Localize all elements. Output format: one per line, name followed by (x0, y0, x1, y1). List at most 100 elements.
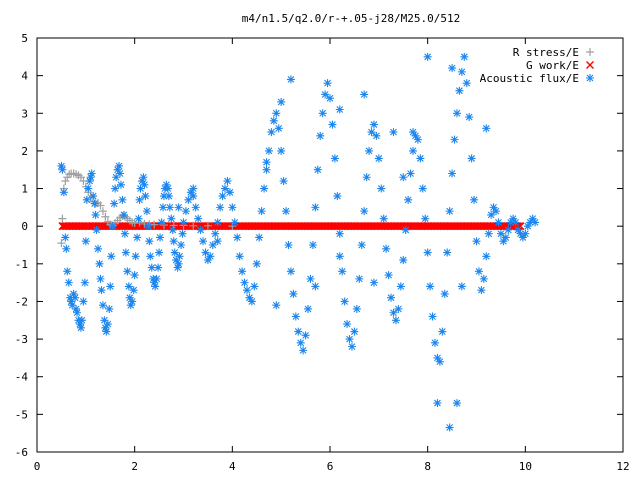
series-2-point-92 (169, 237, 178, 246)
series-2-point-200 (423, 248, 432, 257)
y-tick-label-7: 1 (21, 183, 28, 196)
series-2-point-258 (399, 173, 408, 182)
series-0 (57, 169, 237, 248)
series-2-point-71 (144, 222, 153, 231)
series-2-point-209 (445, 207, 454, 216)
series-2-point-9 (68, 301, 77, 310)
x-tick-label-1: 2 (131, 460, 138, 473)
series-2-point-164 (335, 229, 344, 238)
series-2-point-224 (482, 252, 491, 261)
series-2-point-138 (272, 109, 281, 118)
series-2-point-101 (181, 207, 190, 216)
series-2-point-64 (135, 195, 144, 204)
series-0-point-0 (57, 239, 66, 248)
series-2-point-13 (73, 308, 82, 317)
series-2-point-141 (279, 177, 288, 186)
series-2-point-23 (85, 177, 94, 186)
y-tick-label-2: -4 (15, 371, 29, 384)
series-2-point-27 (90, 199, 99, 208)
series-2-point-30 (94, 244, 103, 253)
series-2-point-174 (360, 207, 369, 216)
series-2-point-21 (82, 195, 91, 204)
series-2-point-137 (269, 116, 278, 125)
x-tick-label-5: 10 (519, 460, 532, 473)
series-2-point-169 (347, 342, 356, 351)
series-2-point-188 (394, 304, 403, 313)
series-2-point-132 (257, 207, 266, 216)
series-2-point-43 (110, 199, 119, 208)
y-tick-label-6: 0 (21, 220, 28, 233)
series-2-point-81 (156, 233, 165, 242)
series-2-point-194 (409, 146, 418, 155)
series-2-point-167 (343, 320, 352, 329)
series-2-point-1 (58, 165, 67, 174)
series-2-point-235 (509, 214, 518, 223)
series-2-point-254 (262, 158, 271, 167)
series-2-point-35 (100, 316, 109, 325)
y-tick-label-1: -5 (15, 408, 28, 421)
series-2-point-143 (284, 241, 293, 249)
series-2-point-131 (255, 233, 264, 242)
series-2-point-140 (277, 146, 286, 155)
series-2-point-149 (299, 346, 308, 355)
series-2-point-97 (175, 252, 184, 261)
series-2-point-207 (440, 289, 449, 298)
series-2-point-196 (413, 135, 422, 144)
series-2-point-135 (264, 146, 273, 155)
series-2-point-241 (523, 222, 532, 231)
series-2-point-233 (504, 225, 513, 234)
series-2-point-152 (306, 274, 315, 283)
series-2-point-217 (465, 113, 474, 122)
series-2-point-72 (145, 237, 154, 246)
series-2-point-56 (125, 293, 134, 302)
series-2-point-20 (81, 237, 90, 246)
series-2-point-77 (151, 282, 160, 291)
series-2-point-102 (184, 195, 193, 204)
series-2-point-151 (304, 304, 313, 313)
series-2-point-123 (235, 252, 244, 261)
series-2-point-265 (189, 184, 198, 193)
series-2-point-136 (267, 128, 276, 137)
series-2-point-173 (357, 241, 366, 249)
series-2-point-113 (211, 229, 220, 238)
y-tick-label-4: -2 (15, 295, 28, 308)
series-2-point-175 (362, 173, 371, 182)
series-2-point-33 (97, 286, 106, 295)
series-2-point-245 (423, 52, 432, 61)
series-2-point-181 (377, 184, 386, 193)
series-2-point-216 (462, 79, 471, 88)
series-2-point-227 (489, 203, 498, 212)
series-2-point-17 (77, 316, 86, 325)
series-2-point-155 (313, 165, 322, 174)
plot-border (36, 37, 624, 453)
series-2-point-187 (391, 316, 400, 325)
series-2-point-40 (106, 282, 115, 291)
series-0-point-38 (169, 221, 178, 230)
series-2-point-10 (69, 289, 78, 298)
series-2-point-127 (245, 293, 254, 302)
series-2-point-260 (311, 282, 320, 291)
series-2-point-6 (64, 278, 73, 287)
series-2-point-240 (521, 229, 530, 238)
series-2-point-53 (121, 248, 130, 257)
plot-area (57, 52, 540, 432)
series-2-point-139 (274, 124, 283, 133)
series-2-point-134 (262, 165, 271, 174)
series-2-point-73 (146, 252, 155, 261)
series-2-point-125 (240, 278, 249, 287)
series-2-point-201 (426, 282, 435, 291)
series-2-point-226 (487, 210, 496, 219)
series-2-point-118 (223, 177, 232, 186)
legend-marker-0 (586, 48, 594, 56)
legend-label-2: Acoustic flux/E (480, 72, 579, 85)
series-2-point-189 (396, 282, 405, 291)
series-2-point-212 (452, 109, 461, 118)
series-2 (57, 52, 540, 432)
series-2-point-11 (71, 293, 80, 302)
series-2-point-246 (448, 64, 457, 73)
series-2-point-147 (294, 327, 303, 336)
series-0-point-19 (98, 207, 107, 216)
series-2-point-156 (316, 131, 325, 140)
series-2-point-37 (102, 327, 111, 336)
